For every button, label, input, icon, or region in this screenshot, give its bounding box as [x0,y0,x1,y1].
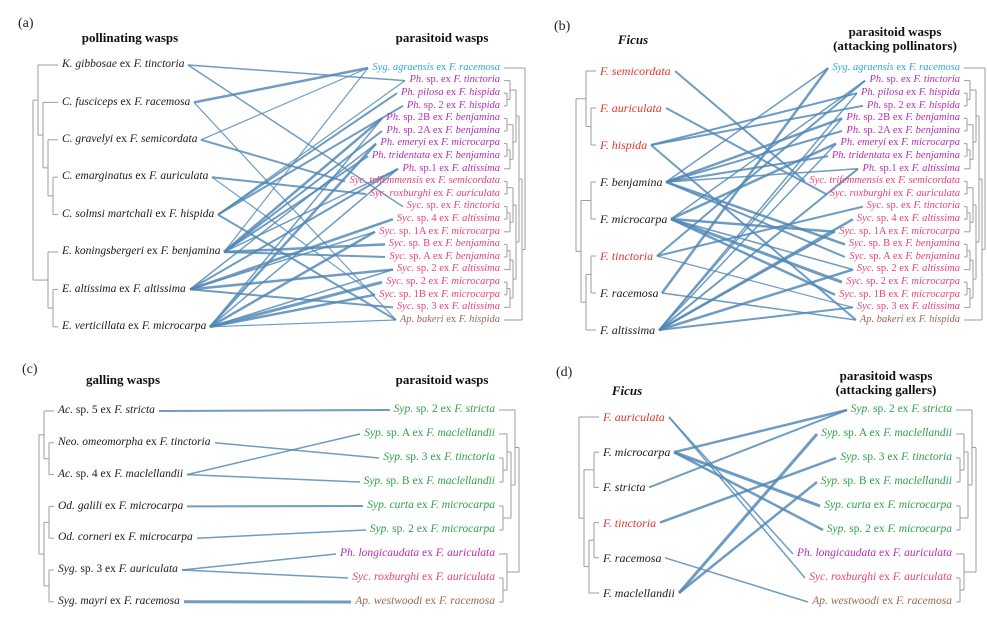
network-links-and-trees-layer [32,64,986,604]
figure-canvas: (a) pollinating wasps parasitoid wasps K… [18,16,986,608]
